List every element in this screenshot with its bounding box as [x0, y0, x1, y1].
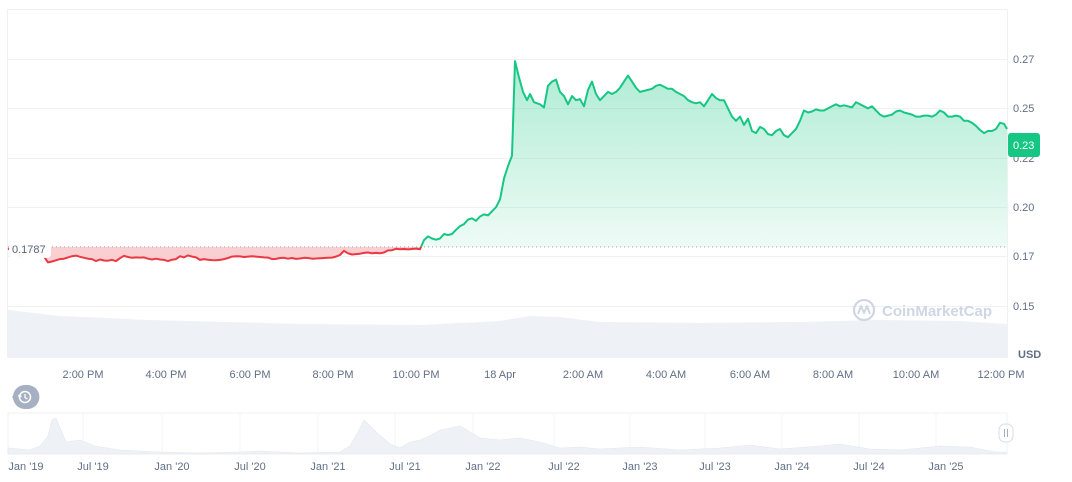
open-price-text: 0.1787 — [12, 244, 46, 256]
navigator-tick-label: Jul '22 — [548, 461, 579, 473]
price-areas — [8, 61, 1007, 263]
x-tick-label: 8:00 PM — [313, 369, 354, 381]
current-price-text: 0.23 — [1013, 140, 1034, 152]
price-line — [7, 60, 1008, 264]
navigator-range-handle[interactable] — [998, 423, 1014, 443]
volume-bars — [8, 310, 1007, 358]
navigator-area — [7, 417, 1008, 455]
open-price-label: 0.1787 — [9, 241, 51, 258]
navigator-tick-label: Jan '25 — [928, 461, 963, 473]
up-line — [419, 60, 1008, 247]
navigator-tick-label: Jul '24 — [853, 461, 884, 473]
navigator-tick-label: Jul '23 — [699, 461, 730, 473]
x-tick-label: 10:00 AM — [893, 369, 939, 381]
y-axis: 0.270.250.220.200.170.15 — [1013, 54, 1034, 313]
navigator-tick-label: Jul '19 — [77, 461, 108, 473]
x-tick-label: 6:00 AM — [730, 369, 770, 381]
y-tick-label: 0.17 — [1013, 251, 1034, 263]
y-tick-label: 0.25 — [1013, 103, 1034, 115]
x-tick-label: 2:00 AM — [563, 369, 603, 381]
up-area — [420, 61, 1007, 247]
volume-area — [8, 310, 1007, 358]
navigator-tick-label: Jan '20 — [154, 461, 189, 473]
navigator-tick-label: Jul '21 — [389, 461, 420, 473]
x-tick-label: 6:00 PM — [230, 369, 271, 381]
y-tick-label: 0.27 — [1013, 54, 1034, 66]
x-tick-label: 10:00 PM — [392, 369, 439, 381]
navigator-tick-label: Jan '23 — [622, 461, 657, 473]
x-tick-label: 8:00 AM — [813, 369, 853, 381]
current-price-badge: 0.23 — [1008, 133, 1040, 157]
history-button[interactable] — [12, 385, 40, 410]
x-tick-label: 4:00 AM — [646, 369, 686, 381]
currency-unit-label: USD — [1018, 349, 1041, 361]
x-axis: 2:00 PM 4:00 PM 6:00 PM 8:00 PM 10:00 PM 18 A… — [63, 369, 1025, 381]
y-tick-label: 0.15 — [1013, 301, 1034, 313]
navigator-tick-label: Jan '24 — [774, 461, 809, 473]
navigator-tick-label: Jan '21 — [310, 461, 345, 473]
coinmarketcap-watermark: CoinMarketCap — [852, 298, 992, 322]
navigator-x-axis: Jan '19 Jul '19 Jan '20 Jul '20 Jan '21 Jul '… — [8, 461, 963, 473]
x-tick-label: 2:00 PM — [63, 369, 104, 381]
navigator[interactable]: Jan '19 Jul '19 Jan '20 Jul '20 Jan '21 Jul '… — [7, 412, 1014, 473]
x-tick-label: 4:00 PM — [146, 369, 187, 381]
navigator-tick-label: Jul '20 — [234, 461, 265, 473]
down-area — [8, 246, 1007, 263]
x-tick-label: 12:00 PM — [977, 369, 1024, 381]
watermark-text: CoinMarketCap — [882, 303, 992, 320]
navigator-tick-label: Jan '22 — [465, 461, 500, 473]
navigator-tick-label: Jan '19 — [8, 461, 43, 473]
x-tick-label: 18 Apr — [484, 369, 516, 381]
down-line — [7, 246, 423, 264]
y-tick-label: 0.20 — [1013, 202, 1034, 214]
history-icon — [17, 390, 32, 404]
